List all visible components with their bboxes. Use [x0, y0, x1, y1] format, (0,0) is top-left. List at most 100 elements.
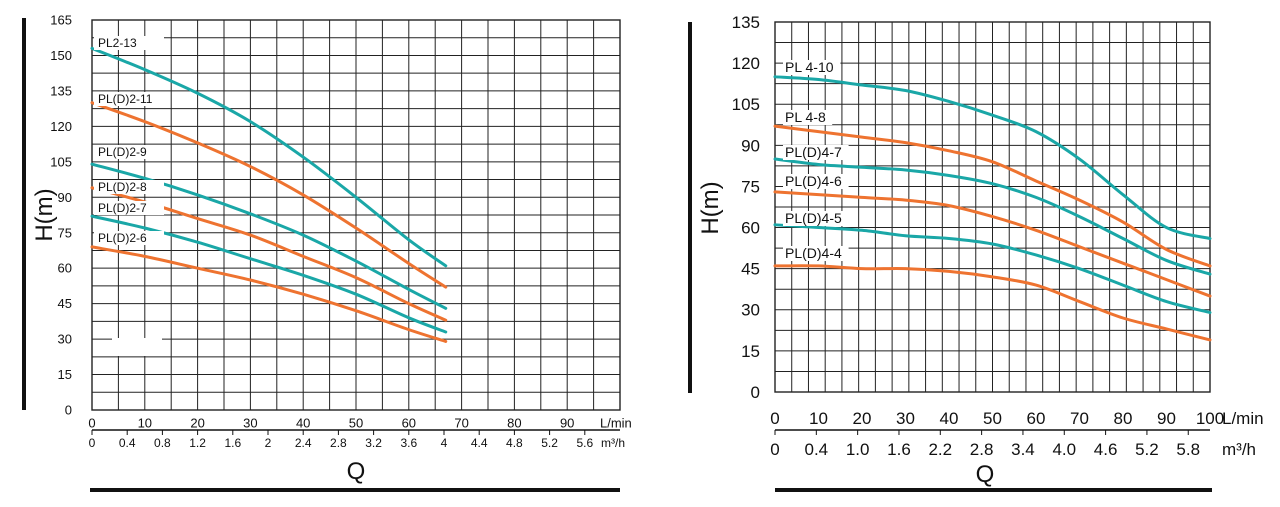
x-unit-lmin: L/min: [1222, 409, 1264, 428]
series-label-bg: [94, 231, 164, 245]
x-tick-label-lmin: 20: [190, 416, 204, 431]
x-tick-label-lmin: 0: [88, 416, 95, 431]
series-line: [773, 75, 1212, 241]
x-tick-label-lmin: 40: [940, 409, 959, 428]
series-label-bg: [94, 145, 164, 159]
left-vertical-bar: [22, 18, 26, 410]
x-tick-label-lmin: 10: [138, 416, 152, 431]
series-label-bg: [94, 36, 164, 50]
x-tick-label-m3h: 1.0: [846, 440, 870, 459]
x-tick-label-m3h: 4.8: [506, 436, 523, 450]
x-axis-title: Q: [976, 461, 995, 488]
series-line: [773, 124, 1212, 268]
x-axis-title: Q: [347, 458, 366, 485]
series-line: [90, 162, 448, 310]
x-tick-label-lmin: 70: [454, 416, 468, 431]
x-tick-label-m3h: 2.8: [970, 440, 994, 459]
y-tick-label: 45: [58, 296, 72, 311]
x-tick-label-m3h: 5.6: [576, 436, 593, 450]
x-tick-label-m3h: 2: [265, 436, 272, 450]
x-tick-label-lmin: 80: [507, 416, 521, 431]
series-label: PL(D)4-4: [785, 245, 842, 261]
y-axis-title: H(m): [697, 181, 724, 234]
y-tick-label: 135: [50, 83, 72, 98]
series-label: PL(D)4-6: [785, 173, 842, 189]
y-tick-label: 30: [58, 332, 72, 347]
y-tick-label: 60: [58, 261, 72, 276]
x-tick-label-m3h: 4: [441, 436, 448, 450]
x-tick-label-lmin: 50: [983, 409, 1002, 428]
series-line: [90, 101, 448, 289]
x-tick-label-lmin: 60: [402, 416, 416, 431]
y-tick-label: 120: [50, 119, 72, 134]
y-axis-title: H(m): [31, 188, 58, 241]
left-bottom-bar: [90, 488, 620, 492]
series-label: PL 4-10: [785, 59, 834, 75]
y-tick-label: 15: [741, 342, 760, 361]
y-tick-label: 45: [741, 260, 760, 279]
series-label: PL 4-8: [785, 109, 826, 125]
x-tick-label-m3h: 5.2: [1135, 440, 1159, 459]
y-tick-label: 30: [741, 301, 760, 320]
series-line: [773, 190, 1212, 298]
grid: [91, 19, 621, 411]
x-tick-label-m3h: 0: [770, 440, 779, 459]
series-label-bg: [783, 145, 849, 160]
plot-border: [774, 21, 1211, 393]
x-tick-label-lmin: 90: [1157, 409, 1176, 428]
x-tick-label-lmin: 40: [296, 416, 310, 431]
x-tick-label-m3h: 5.8: [1176, 440, 1200, 459]
series-label-bg: [783, 60, 841, 75]
x-tick-label-m3h: 1.6: [887, 440, 911, 459]
x-tick-label-lmin: 30: [896, 409, 915, 428]
y-tick-label: 75: [58, 225, 72, 240]
x-tick-label-m3h: 1.6: [224, 436, 241, 450]
x-unit-m3h: m³/h: [1222, 440, 1256, 459]
series-line: [90, 214, 448, 334]
x-tick-label-m3h: 1.2: [189, 436, 206, 450]
y-tick-label: 90: [741, 136, 760, 155]
x-tick-label-m3h: 4.6: [1094, 440, 1118, 459]
series-label: PL(D)2-9: [98, 145, 147, 159]
x-tick-label-lmin: 80: [1114, 409, 1133, 428]
series-label-bg: [94, 92, 164, 106]
series-label: PL(D)4-7: [785, 144, 842, 160]
y-tick-label: 75: [741, 177, 760, 196]
series-label: PL2-13: [98, 36, 137, 50]
x-unit-m3h: m³/h: [601, 436, 625, 450]
y-tick-label: 105: [50, 154, 72, 169]
x-tick-label-m3h: 3.2: [365, 436, 382, 450]
x-tick-label-m3h: 5.2: [541, 436, 558, 450]
y-tick-label: 90: [58, 190, 72, 205]
y-tick-label: 0: [65, 403, 72, 418]
y-tick-label: 165: [50, 13, 72, 28]
series-label-bg: [94, 201, 164, 215]
x-tick-label-m3h: 0.4: [119, 436, 136, 450]
y-tick-label: 60: [741, 219, 760, 238]
chart-right: 0 15 30 45 60 75 90 105 120 135 H(m) 0 10 20 30 40 50 60 7…: [697, 13, 1264, 488]
series-label-bg: [783, 110, 833, 125]
y-tick-label: 135: [732, 13, 760, 32]
x-tick-label-lmin: 60: [1027, 409, 1046, 428]
blank-box: [112, 338, 162, 356]
x-tick-label-lmin: 50: [349, 416, 363, 431]
x-tick-label-m3h: 4.4: [471, 436, 488, 450]
series-line: [773, 223, 1212, 315]
x-tick-label-m3h: 2.8: [330, 436, 347, 450]
x-tick-label-lmin: 10: [809, 409, 828, 428]
y-tick-label: 15: [58, 367, 72, 382]
series-line: [90, 245, 448, 343]
x-tick-label-lmin: 90: [560, 416, 574, 431]
y-tick-label: 120: [732, 54, 760, 73]
y-tick-label: 0: [751, 383, 760, 402]
series-line: [90, 46, 448, 268]
x-tick-label-m3h: 0: [89, 436, 96, 450]
x-tick-label-m3h: 3.4: [1011, 440, 1035, 459]
x-tick-label-m3h: 0.8: [154, 436, 171, 450]
series-label-bg: [94, 180, 164, 194]
x-tick-label-lmin: 0: [770, 409, 779, 428]
series-line: [773, 264, 1212, 342]
x-tick-label-lmin: 100: [1196, 409, 1224, 428]
series-label: PL(D)2-8: [98, 180, 147, 194]
series-label-bg: [783, 174, 849, 189]
